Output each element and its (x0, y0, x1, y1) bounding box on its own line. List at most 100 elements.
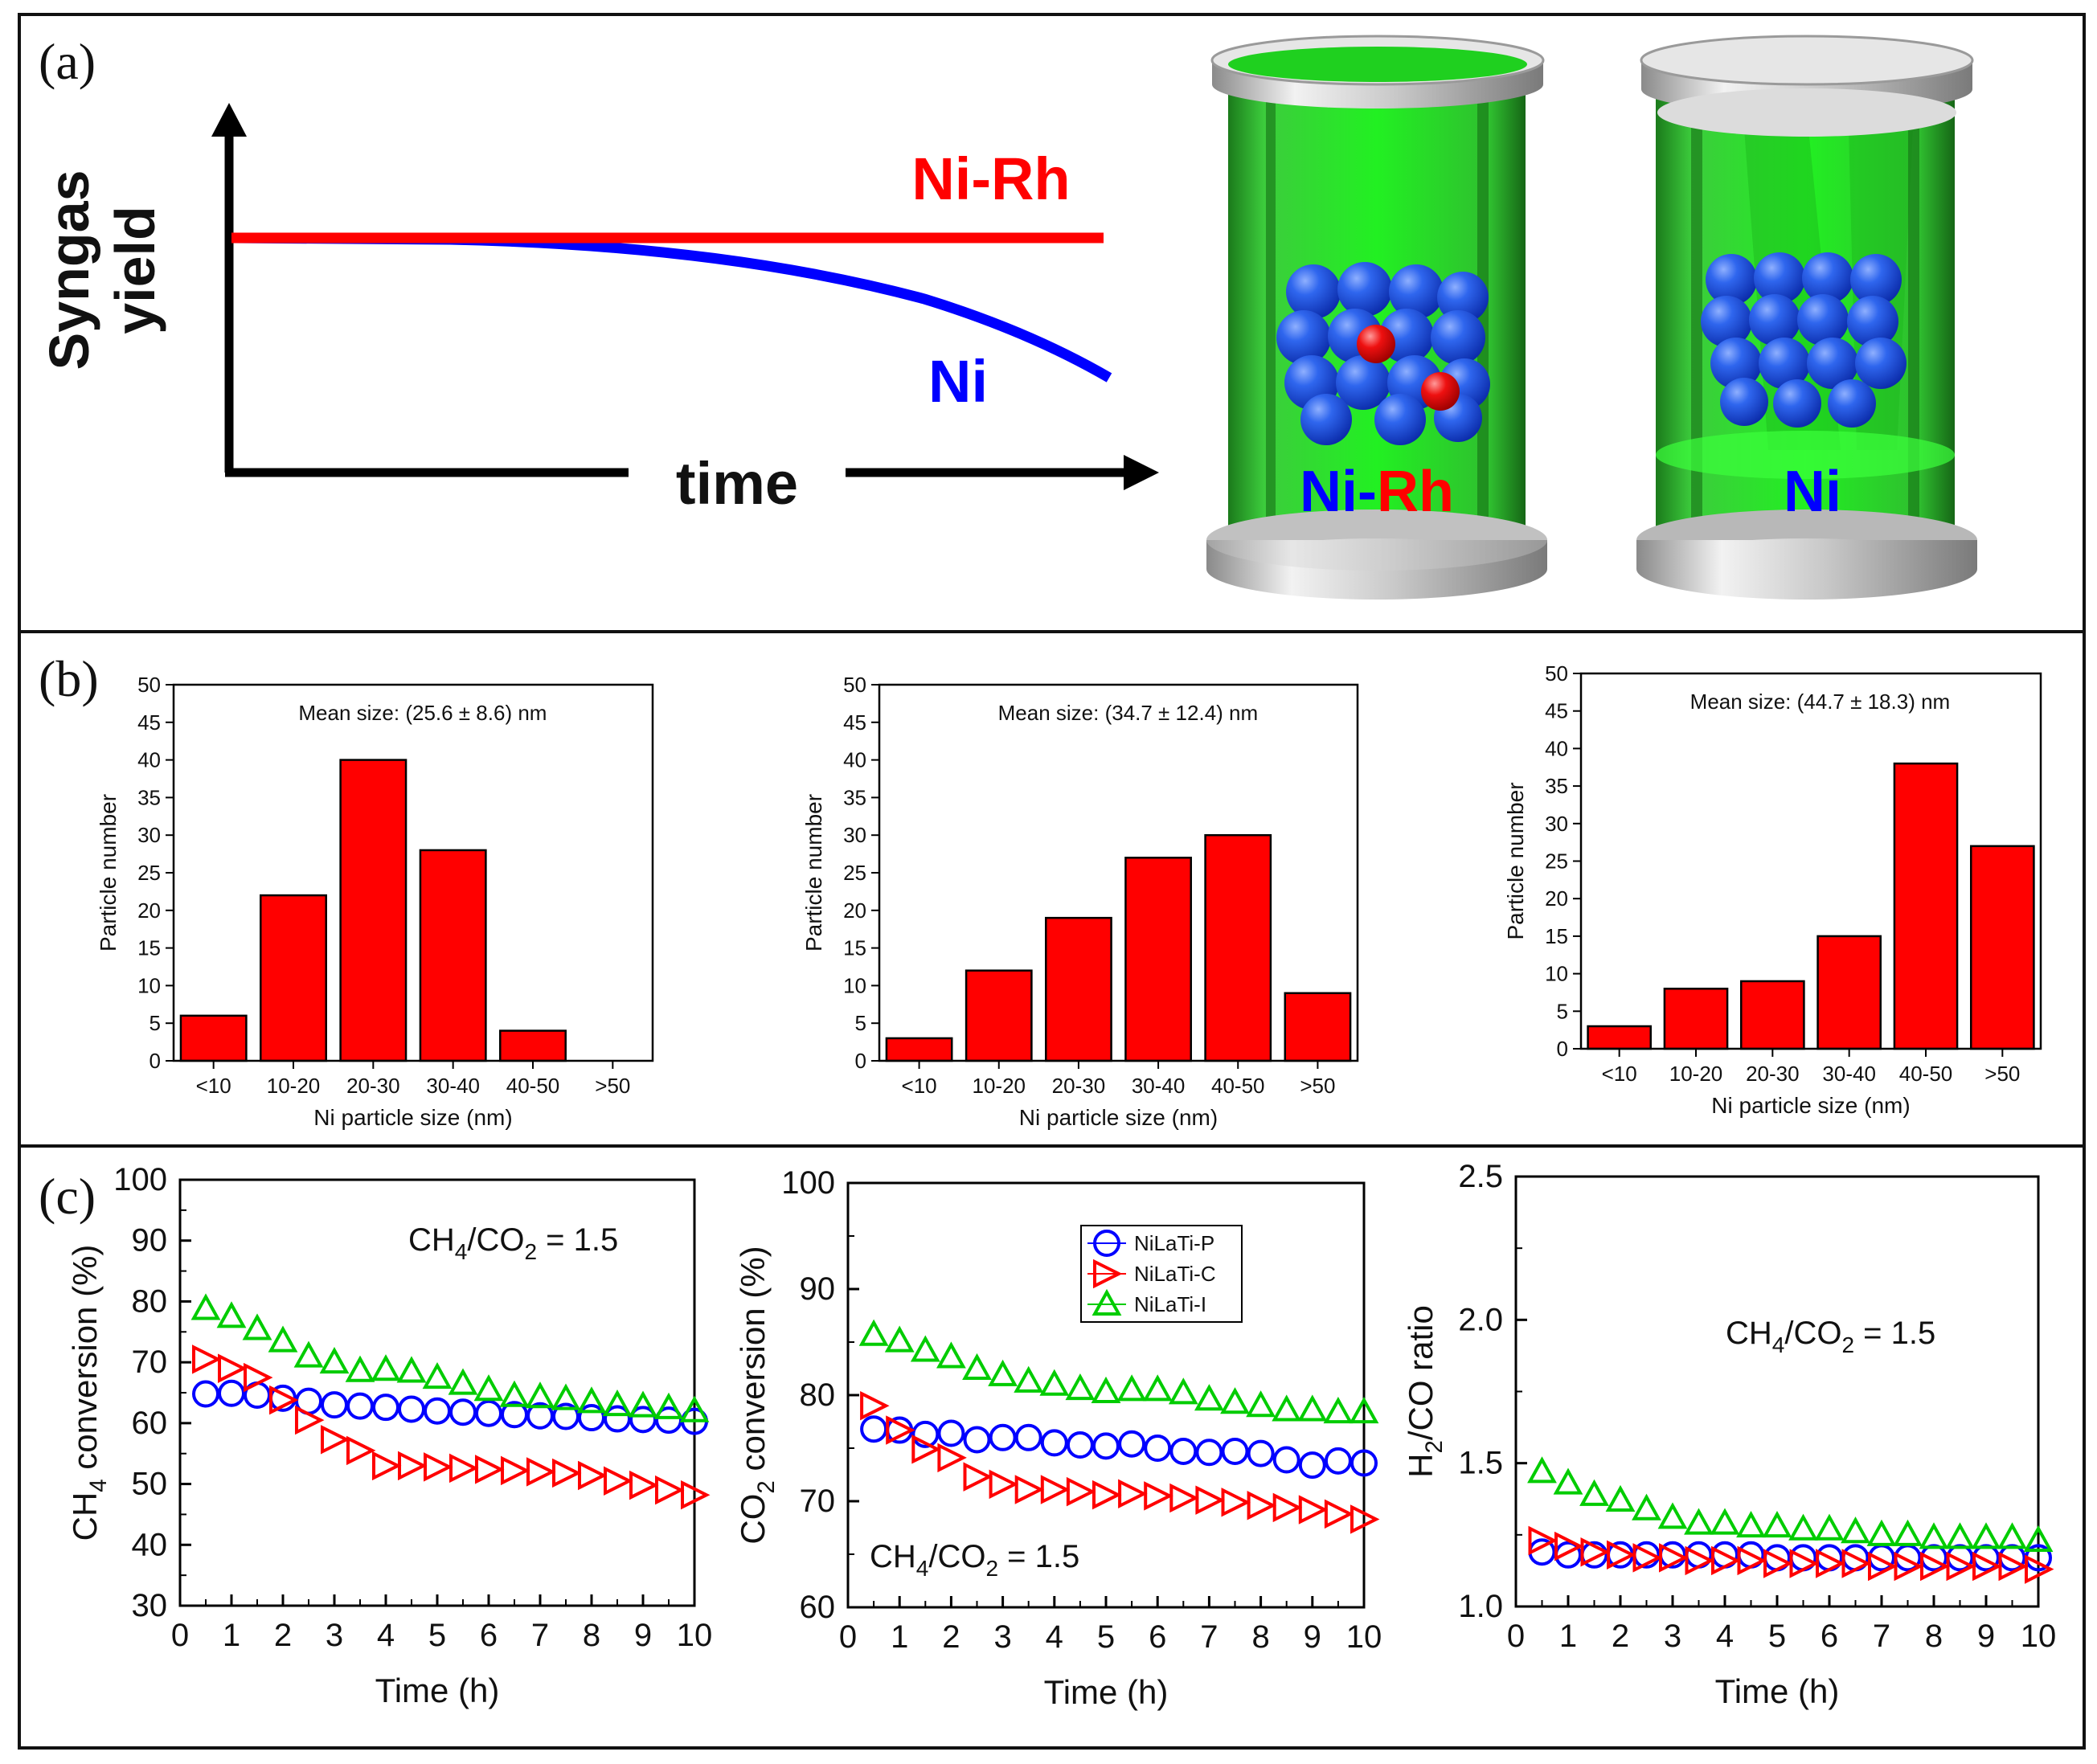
y-tick-label: 80 (132, 1283, 168, 1319)
data-point (1324, 1499, 1354, 1529)
data-point (1144, 1435, 1172, 1462)
legend-marker (1093, 1259, 1123, 1289)
data-point (604, 1466, 633, 1496)
data-point (1221, 1488, 1251, 1517)
data-point (1841, 1549, 1871, 1578)
ni-yield-curve (231, 232, 1112, 383)
data-point (1272, 1492, 1303, 1523)
data-point (371, 1354, 401, 1381)
data-point (526, 1457, 556, 1487)
data-point (1169, 1483, 1199, 1513)
data-point (398, 1451, 428, 1481)
data-point (1221, 1437, 1249, 1465)
legend: NiLaTi-P NiLaTi-C NiLaTi-I (1080, 1225, 1243, 1323)
panel-c-frame (18, 1144, 2086, 1750)
y-tick-label: 10 (843, 973, 866, 997)
data-point (578, 1460, 608, 1491)
data-point (1684, 1508, 1714, 1535)
data-point (1066, 1476, 1096, 1507)
data-point (192, 1380, 219, 1408)
ratio-annotation-part: CH (870, 1539, 916, 1574)
x-tick-label: 40-50 (1899, 1062, 1953, 1086)
data-point (884, 1325, 915, 1353)
data-point (911, 1435, 941, 1464)
y-tick-label: 40 (1545, 736, 1568, 760)
y-tick-label: 100 (113, 1162, 167, 1197)
y-tick-label: 30 (137, 823, 161, 847)
ratio-annotation-part: 4 (455, 1239, 468, 1264)
legend-marker (1092, 1288, 1122, 1316)
x-axis-label: time (676, 450, 798, 517)
y-tick-label: 40 (137, 748, 161, 772)
x-tick-label: 5 (1097, 1619, 1115, 1655)
data-point (1816, 1549, 1845, 1578)
y-tick-label: 45 (137, 710, 161, 735)
x-tick-label: 20-30 (1746, 1062, 1800, 1086)
ni-curve-label: Ni (928, 348, 988, 415)
y-tick-label: 45 (843, 710, 866, 735)
y-axis-label: H2/CO ratio (1402, 1305, 1448, 1478)
data-point (2025, 1554, 2054, 1584)
data-point (655, 1406, 682, 1435)
data-point (1528, 1525, 1558, 1556)
y-tick-label: 70 (132, 1344, 168, 1380)
data-point (526, 1402, 554, 1430)
y-tick-label: 25 (137, 861, 161, 885)
data-point (1945, 1522, 1975, 1549)
data-point (1142, 1374, 1173, 1402)
x-tick-label: 4 (377, 1618, 395, 1653)
data-point (1554, 1531, 1584, 1561)
y-tick-label: 50 (1545, 661, 1568, 686)
x-tick-label: 8 (583, 1618, 600, 1653)
x-tick-label: 0 (171, 1618, 189, 1653)
data-point (1247, 1491, 1277, 1520)
panel-label-c: (c) (39, 1168, 96, 1225)
data-point (679, 1395, 710, 1422)
mean-size-annotation: Mean size: (44.7 ± 18.3) nm (1690, 690, 1951, 714)
y-tick-label: 5 (1557, 999, 1568, 1023)
histogram-1: 0 5 10 15 20 25 30 35 40 45 50 <10 10-20 20-30 30-40 40… (96, 673, 654, 1130)
y-tick-label: 80 (800, 1377, 836, 1413)
histogram-bar (1587, 1025, 1653, 1050)
y-axis-label-part: 4 (85, 1479, 112, 1492)
data-point (989, 1469, 1019, 1500)
x-axis-label: Time (h) (375, 1672, 500, 1709)
ratio-annotation-part: 2 (524, 1239, 537, 1264)
data-point (1350, 1449, 1378, 1477)
data-point (937, 1443, 967, 1473)
data-point (1014, 1365, 1044, 1393)
data-point (1868, 1551, 1898, 1582)
x-tick-label: 2 (274, 1618, 292, 1653)
data-point (372, 1394, 399, 1422)
x-tick-label: 10-20 (267, 1074, 321, 1098)
data-point (1632, 1543, 1662, 1573)
y-tick-label: 25 (843, 861, 866, 885)
data-point (963, 1426, 991, 1454)
data-point (1971, 1522, 2001, 1549)
x-tick-label: 2 (942, 1619, 960, 1655)
x-tick-label: 10 (1346, 1619, 1382, 1655)
data-point (988, 1359, 1018, 1386)
y-tick-label: 15 (843, 936, 866, 960)
data-point (1246, 1390, 1276, 1418)
data-point (1014, 1423, 1042, 1451)
data-point (346, 1392, 374, 1420)
x-tick-label: 4 (1046, 1619, 1063, 1655)
x-tick-label: 1 (223, 1618, 240, 1653)
y-tick-label: 1.5 (1458, 1446, 1503, 1481)
data-point (604, 1405, 631, 1433)
y-tick-label: 30 (132, 1588, 168, 1623)
y-axis-label-part: /CO ratio (1402, 1305, 1440, 1440)
x-tick-label: 0 (1507, 1619, 1525, 1654)
data-point (602, 1390, 633, 1417)
ratio-annotation-part: /CO (1784, 1316, 1841, 1351)
data-point (1116, 1374, 1147, 1402)
data-point (1247, 1439, 1275, 1467)
data-point (858, 1319, 889, 1346)
x-tick-label: >50 (1300, 1074, 1335, 1098)
x-tick-label: 7 (1873, 1619, 1890, 1654)
data-point (1894, 1551, 1923, 1582)
data-point (268, 1325, 298, 1353)
y-tick-label: 20 (843, 898, 866, 923)
